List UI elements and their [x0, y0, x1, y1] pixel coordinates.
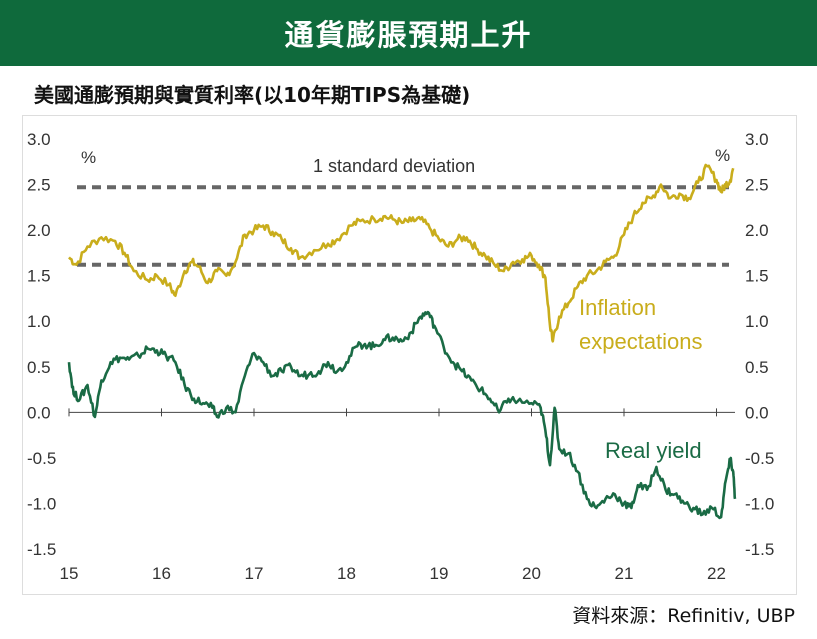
- y-tick-label-left: 0.0: [27, 403, 51, 422]
- series-labels: Inflation expectations Real yield: [579, 295, 703, 463]
- right-axis: 3.0 2.5 2.0 1.5 1.0 0.5 0.0 -0.5 -1.0 -1.5: [745, 130, 774, 559]
- y-tick-label-right: 3.0: [745, 130, 769, 149]
- x-tick-label: 18: [337, 564, 356, 583]
- x-tick-label: 16: [152, 564, 171, 583]
- deviation-lines: [77, 185, 729, 267]
- series-lines: [67, 163, 737, 520]
- inflation-label: Inflation: [579, 295, 656, 320]
- real-yield-label: Real yield: [605, 438, 702, 463]
- header-banner: 通貨膨脹預期上升: [0, 0, 817, 66]
- right-unit-label: %: [715, 146, 730, 165]
- y-tick-label-left: -0.5: [27, 449, 56, 468]
- y-tick-label-right: -0.5: [745, 449, 774, 468]
- x-tick-label: 17: [245, 564, 264, 583]
- real-yield-line: [67, 310, 737, 520]
- x-tick-label: 21: [615, 564, 634, 583]
- x-tick-label: 15: [60, 564, 79, 583]
- y-tick-label-left: 1.5: [27, 267, 51, 286]
- y-tick-label-right: 0.5: [745, 358, 769, 377]
- y-tick-label-left: 2.5: [27, 176, 51, 195]
- line-chart: 3.0 2.5 2.0 1.5 1.0 0.5 0.0 -0.5 -1.0 -1.5 3.0 2.5…: [27, 130, 774, 583]
- left-unit-label: %: [81, 148, 96, 167]
- x-tick-label: 19: [430, 564, 449, 583]
- chart-panel: 3.0 2.5 2.0 1.5 1.0 0.5 0.0 -0.5 -1.0 -1.5 3.0 2.5…: [22, 115, 797, 595]
- y-tick-label-right: -1.5: [745, 540, 774, 559]
- x-tick-label: 22: [707, 564, 726, 583]
- source-note: 資料來源：Refinitiv, UBP: [572, 605, 795, 627]
- std-deviation-annotation: 1 standard deviation: [313, 156, 475, 176]
- inflation-expectations-line: [68, 163, 735, 343]
- y-tick-label-left: 0.5: [27, 358, 51, 377]
- y-tick-label-right: 2.0: [745, 221, 769, 240]
- page-title: 通貨膨脹預期上升: [284, 18, 533, 52]
- y-tick-label-left: 1.0: [27, 312, 51, 331]
- inflation-label: expectations: [579, 329, 703, 354]
- y-tick-label-left: 2.0: [27, 221, 51, 240]
- y-tick-label-left: -1.5: [27, 540, 56, 559]
- y-tick-label-left: -1.0: [27, 494, 56, 513]
- x-tick-label: 20: [522, 564, 541, 583]
- y-tick-label-right: 1.0: [745, 312, 769, 331]
- y-tick-label-right: 2.5: [745, 176, 769, 195]
- y-tick-label-left: 3.0: [27, 130, 51, 149]
- chart-title: 美國通膨預期與實質利率(以10年期TIPS為基礎): [34, 83, 471, 107]
- y-tick-label-right: 0.0: [745, 403, 769, 422]
- x-axis: 15 16 17 18 19 20 21 22: [60, 408, 726, 583]
- y-tick-label-right: 1.5: [745, 267, 769, 286]
- y-tick-label-right: -1.0: [745, 494, 774, 513]
- left-axis: 3.0 2.5 2.0 1.5 1.0 0.5 0.0 -0.5 -1.0 -1.5: [27, 130, 56, 559]
